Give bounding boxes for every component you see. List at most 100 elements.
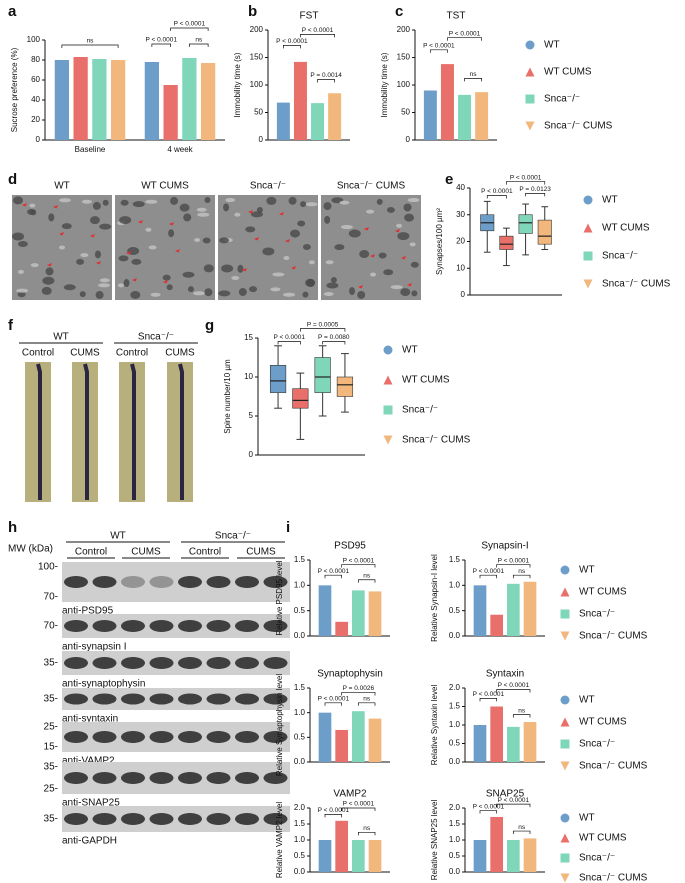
band — [64, 731, 88, 743]
band — [92, 657, 117, 669]
organelle — [349, 287, 356, 296]
box — [518, 214, 533, 234]
legend-marker — [560, 873, 570, 883]
legend-label: Snca⁻/⁻ — [579, 853, 615, 864]
genotype-label: Snca⁻/⁻ — [215, 531, 251, 542]
y-tick-label: 0.5 — [449, 606, 461, 615]
significance-bracket — [189, 43, 209, 47]
bar — [368, 840, 382, 872]
legend-marker — [560, 565, 570, 575]
organelle — [41, 286, 52, 295]
legend-marker — [560, 813, 570, 823]
significance-label: P < 0.0001 — [498, 682, 530, 689]
band — [263, 813, 288, 825]
condition-label: Control — [75, 547, 107, 558]
y-tick-label: 100 — [397, 80, 411, 89]
y-tick-label: 0.5 — [294, 606, 306, 615]
condition-label: CUMS — [165, 348, 195, 359]
box — [336, 376, 354, 397]
micrograph-label: Snca⁻/⁻ — [250, 181, 286, 192]
dendrite — [130, 363, 136, 500]
significance-bracket — [341, 692, 376, 696]
significance-label: P < 0.0001 — [473, 691, 505, 698]
significance-label: P = 0.0014 — [310, 72, 342, 79]
arrow — [364, 227, 369, 231]
y-tick-label: 1.0 — [449, 835, 461, 844]
band — [178, 693, 202, 705]
arrow — [163, 280, 168, 284]
band — [149, 576, 174, 588]
bar — [352, 840, 365, 872]
bar — [523, 722, 537, 762]
organelle — [325, 260, 334, 265]
significance-bracket — [300, 34, 335, 38]
band — [235, 731, 259, 743]
legend-label: Snca⁻/⁻ CUMS — [579, 631, 648, 642]
bar — [201, 63, 216, 140]
organelle — [81, 199, 92, 204]
band — [121, 813, 145, 825]
legend-label: WT CUMS — [544, 67, 592, 78]
band — [206, 813, 231, 825]
significance-label: P < 0.0001 — [343, 557, 375, 564]
organelle — [182, 271, 195, 278]
bar — [276, 102, 290, 140]
y-tick-label: 50 — [401, 108, 410, 117]
organelle — [98, 283, 111, 288]
panel-letter: i — [286, 519, 290, 536]
organelle — [196, 207, 207, 212]
micrograph-label: WT — [54, 181, 70, 192]
legend-marker — [560, 609, 570, 619]
y-tick-label: 2.0 — [449, 683, 461, 692]
y-tick-label: 0.0 — [294, 757, 306, 766]
organelle — [203, 264, 214, 273]
organelle — [221, 264, 234, 273]
condition-label: CUMS — [131, 547, 161, 558]
y-tick-label: 100 — [250, 80, 264, 89]
significance-label: P < 0.0001 — [473, 803, 505, 810]
y-tick-label: 1.0 — [449, 720, 461, 729]
significance-bracket — [317, 79, 335, 83]
arrow — [279, 212, 284, 216]
organelle — [183, 213, 192, 222]
bar — [423, 90, 437, 140]
organelle — [148, 245, 157, 250]
y-tick-label: 2.0 — [294, 803, 306, 812]
blot-label: anti-synapsin I — [62, 642, 126, 653]
legend-marker — [560, 761, 570, 771]
organelle — [359, 250, 370, 259]
y-tick-label: 40 — [456, 183, 465, 192]
y-tick-label: 5 — [249, 411, 254, 420]
band — [92, 731, 117, 743]
band — [121, 576, 145, 588]
arrow — [132, 278, 137, 282]
organelle — [119, 216, 132, 225]
organelle — [118, 283, 125, 288]
y-tick-label: 0.0 — [449, 757, 461, 766]
condition-label: Control — [116, 348, 148, 359]
significance-bracket — [324, 814, 343, 818]
arrow — [53, 205, 58, 209]
arrow — [90, 234, 95, 238]
chart-title: FST — [300, 11, 319, 22]
organelle — [383, 269, 394, 276]
organelle — [390, 285, 403, 290]
organelle — [366, 209, 375, 214]
y-tick-label: 0 — [249, 450, 254, 459]
organelle — [410, 261, 419, 268]
condition-label: Control — [189, 547, 221, 558]
organelle — [194, 238, 201, 243]
y-tick-label: 0.0 — [449, 867, 461, 876]
significance-bracket — [479, 574, 498, 579]
legend-label: Snca⁻/⁻ CUMS — [402, 435, 471, 446]
panel-letter: f — [8, 317, 14, 334]
band — [121, 693, 145, 705]
organelle — [270, 287, 281, 292]
arrow — [248, 210, 253, 214]
organelle — [245, 226, 256, 233]
significance-label: P < 0.0001 — [318, 807, 350, 814]
band — [206, 731, 231, 743]
band — [64, 657, 88, 669]
organelle — [102, 199, 109, 206]
organelle — [370, 272, 377, 277]
